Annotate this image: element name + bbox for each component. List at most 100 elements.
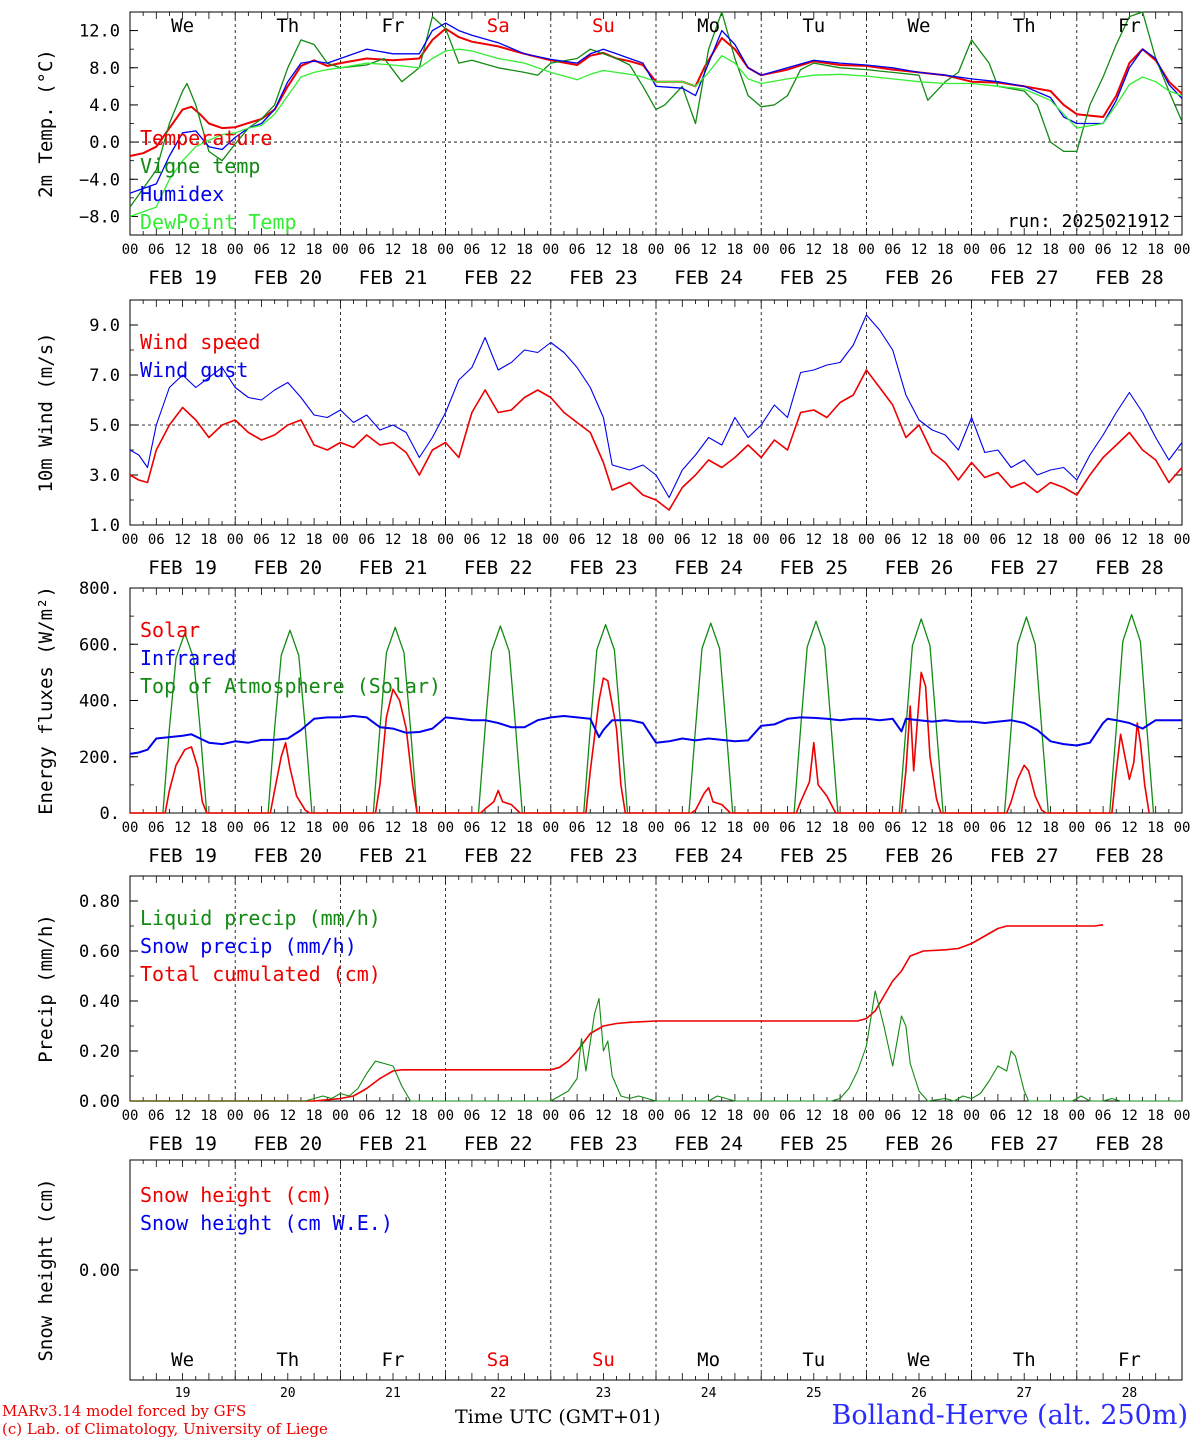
hour-tick-label: 12 [385,1108,402,1124]
hour-tick-label: 12 [911,532,928,548]
hour-tick-label: 12 [385,242,402,258]
hour-tick-label: 12 [700,1108,717,1124]
y-tick-label: 0.00 [79,1261,120,1281]
panel-2: 1.0 3.0 5.0 7.0 9.0 10m Wind (m/s) Wind speed W… [35,299,1190,579]
y-tick-label: 3.0 [89,466,120,486]
hour-tick-label: 12 [911,242,928,258]
weekday-label: Su [592,1349,615,1371]
hour-tick-label: 00 [122,820,139,836]
weekday-label: Fr [382,15,405,37]
hour-tick-label: 06 [358,1108,375,1124]
hour-tick-label: 06 [569,1108,586,1124]
plot-frame [129,11,1183,236]
lab-credit: (c) Lab. of Climatology, University of L… [2,1420,328,1438]
hour-tick-label: 12 [279,532,296,548]
hour-tick-label: 06 [463,532,480,548]
hour-tick-label: 00 [753,242,770,258]
hour-tick-label: 00 [332,820,349,836]
panel-3: 0. 200. 400. 600. 800. Energy fluxes (W/m²) So… [35,579,1190,867]
series-top-of-atmosphere-solar- [130,614,1155,814]
weekday-label: Tu [802,15,825,37]
series-liquid-precip-mm-h- [130,990,1182,1102]
hour-tick-label: 12 [911,820,928,836]
hour-tick-label: 06 [884,242,901,258]
hour-tick-label: 00 [1068,1108,1085,1124]
hour-tick-label: 12 [911,1108,928,1124]
hour-tick-label: 12 [805,532,822,548]
hour-tick-label: 00 [227,1108,244,1124]
y-tick-label: 0.20 [79,1042,120,1062]
y-axis-label: Energy fluxes (W/m²) [35,586,57,815]
panel-4: 0.00 0.20 0.40 0.60 0.80 Precip (mm/h) Liquid … [35,875,1190,1155]
weekday-label: We [908,1349,931,1371]
date-label: FEB 20 [253,845,322,867]
hour-tick-label: 18 [1147,820,1164,836]
hour-tick-label: 18 [200,242,217,258]
hour-tick-label: 06 [674,820,691,836]
hour-tick-label: 18 [832,242,849,258]
x-axis-label: Time UTC (GMT+01) [455,1406,661,1428]
hour-tick-label: 06 [674,1108,691,1124]
hour-tick-label: 12 [700,532,717,548]
hour-tick-label: 12 [174,1108,191,1124]
hour-tick-label: 00 [437,1108,454,1124]
legend-entry: Snow height (cm) [140,1183,333,1207]
hour-tick-label: 18 [1147,1108,1164,1124]
hour-tick-label: 06 [569,242,586,258]
hour-tick-label: 06 [884,1108,901,1124]
day-number-label: 26 [911,1386,927,1401]
hour-tick-label: 06 [989,1108,1006,1124]
date-label: FEB 25 [779,267,848,289]
day-number-label: 25 [806,1386,822,1401]
hour-tick-label: 12 [279,242,296,258]
hour-tick-label: 00 [648,1108,665,1124]
hour-tick-label: 18 [516,820,533,836]
series-wind-speed [129,369,1183,511]
y-axis-label: Precip (mm/h) [35,914,57,1063]
hour-tick-label: 06 [253,532,270,548]
hour-tick-label: 18 [621,532,638,548]
weekday-label: Fr [382,1349,405,1371]
hour-tick-label: 18 [621,1108,638,1124]
date-label: FEB 25 [779,557,848,579]
hour-tick-label: 18 [832,532,849,548]
hour-tick-label: 06 [358,820,375,836]
date-label: FEB 20 [253,267,322,289]
weekday-label: Tu [802,1349,825,1371]
panel-5: 0.00 Snow height (cm) Snow height (cm) Snow… [35,1159,1183,1401]
date-label: FEB 21 [359,557,428,579]
y-axis-label: 2m Temp. (°C) [35,49,57,198]
hour-tick-label: 12 [174,820,191,836]
hour-tick-label: 00 [753,1108,770,1124]
weekday-label: Su [592,15,615,37]
legend-entry: Snow height (cm W.E.) [140,1211,393,1235]
hour-tick-label: 00 [437,532,454,548]
hour-tick-label: 18 [726,1108,743,1124]
date-label: FEB 24 [674,845,743,867]
hour-tick-label: 00 [963,820,980,836]
hour-tick-label: 00 [858,242,875,258]
legend-entry: Total cumulated (cm) [140,962,381,986]
hour-tick-label: 18 [726,532,743,548]
hour-tick-label: 00 [858,532,875,548]
y-tick-label: 800. [79,579,120,599]
hour-tick-label: 12 [1016,532,1033,548]
y-axis-label: Snow height (cm) [35,1178,57,1361]
weekday-label: Th [276,1349,299,1371]
hour-tick-label: 12 [595,532,612,548]
legend-entry: Liquid precip (mm/h) [140,906,381,930]
hour-tick-label: 00 [753,532,770,548]
hour-tick-label: 18 [200,820,217,836]
hour-tick-label: 00 [227,242,244,258]
date-label: FEB 24 [674,557,743,579]
y-tick-label: 200. [79,748,120,768]
day-number-label: 23 [596,1386,612,1401]
hour-tick-label: 06 [989,820,1006,836]
legend-entry: Humidex [140,182,224,206]
date-label: FEB 21 [359,1133,428,1155]
hour-tick-label: 00 [542,242,559,258]
hour-tick-label: 18 [937,820,954,836]
hour-tick-label: 18 [306,820,323,836]
weekday-label: Th [1013,1349,1036,1371]
